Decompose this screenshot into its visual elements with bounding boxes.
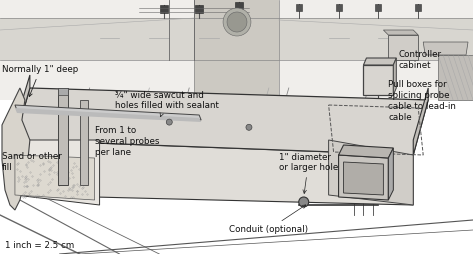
Polygon shape: [339, 145, 393, 158]
Circle shape: [166, 119, 172, 125]
Polygon shape: [15, 75, 30, 140]
Polygon shape: [161, 5, 168, 13]
Polygon shape: [195, 5, 203, 13]
Polygon shape: [389, 35, 418, 60]
Text: From 1 to
several probes
per lane: From 1 to several probes per lane: [95, 126, 159, 157]
Polygon shape: [15, 108, 201, 122]
Polygon shape: [415, 4, 421, 11]
Polygon shape: [0, 18, 473, 60]
Polygon shape: [58, 88, 68, 185]
Polygon shape: [0, 0, 473, 100]
Polygon shape: [423, 42, 468, 55]
Text: ¾" wide sawcut and
holes filled with sealant: ¾" wide sawcut and holes filled with sea…: [114, 91, 218, 117]
Polygon shape: [363, 58, 396, 65]
Polygon shape: [80, 100, 87, 185]
Polygon shape: [335, 4, 342, 11]
Text: Conduit (optional): Conduit (optional): [229, 205, 308, 234]
Polygon shape: [339, 155, 389, 200]
Text: 1" diameter
or larger hole: 1" diameter or larger hole: [279, 153, 338, 194]
Polygon shape: [15, 140, 413, 205]
Polygon shape: [438, 55, 473, 100]
Circle shape: [246, 124, 252, 130]
Polygon shape: [296, 4, 302, 11]
Text: Normally 1" deep: Normally 1" deep: [2, 65, 78, 97]
Polygon shape: [15, 88, 428, 155]
Polygon shape: [393, 58, 396, 95]
Text: Controller
cabinet: Controller cabinet: [399, 50, 441, 70]
Polygon shape: [363, 65, 393, 95]
Polygon shape: [15, 105, 201, 120]
Polygon shape: [194, 0, 279, 100]
Text: Sand or other
fill: Sand or other fill: [2, 152, 62, 172]
Text: Pull boxes for
splicing probe
cable to lead-in
cable: Pull boxes for splicing probe cable to l…: [389, 80, 456, 122]
Polygon shape: [343, 162, 383, 195]
Polygon shape: [413, 88, 428, 155]
Circle shape: [299, 197, 309, 207]
Polygon shape: [375, 4, 381, 11]
Polygon shape: [15, 155, 95, 200]
Polygon shape: [329, 140, 413, 205]
Circle shape: [223, 8, 251, 36]
Polygon shape: [389, 148, 393, 200]
Circle shape: [227, 12, 247, 32]
Polygon shape: [383, 30, 418, 35]
Polygon shape: [2, 88, 30, 210]
Polygon shape: [235, 2, 243, 10]
Text: 1 inch = 2.5 cm: 1 inch = 2.5 cm: [5, 241, 74, 250]
Polygon shape: [58, 88, 68, 95]
Polygon shape: [15, 140, 100, 205]
